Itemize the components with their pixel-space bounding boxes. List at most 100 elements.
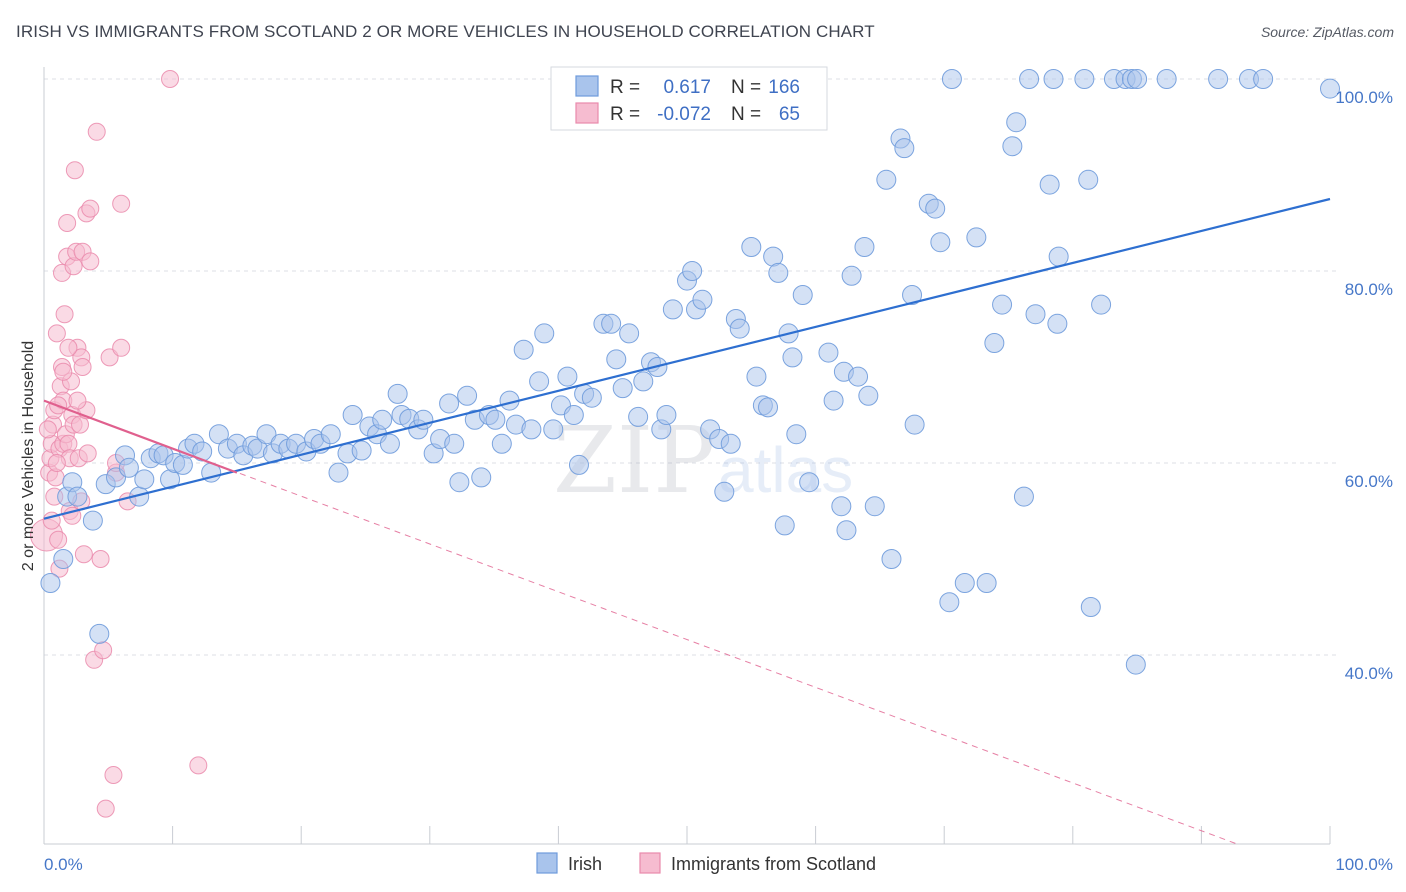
scotland-point xyxy=(54,362,73,381)
scotland-point xyxy=(112,338,131,357)
scotland-point xyxy=(55,305,74,324)
irish-point xyxy=(746,366,767,387)
legend-n-value-irish: 166 xyxy=(768,77,800,98)
irish-point xyxy=(1080,597,1101,617)
irish-point xyxy=(521,419,542,440)
scotland-point xyxy=(189,756,208,775)
irish-point xyxy=(1019,69,1040,89)
irish-point xyxy=(858,385,879,406)
trend-lines xyxy=(43,197,1331,846)
irish-point xyxy=(208,424,229,445)
irish-point xyxy=(320,424,341,445)
irish-point xyxy=(1125,654,1146,675)
scotland-point xyxy=(47,454,66,472)
irish-point xyxy=(471,467,492,488)
bottom-legend-scotland: Immigrants from Scotland xyxy=(671,854,876,874)
scotland-point xyxy=(94,641,113,660)
irish-point xyxy=(656,405,677,425)
bottom-legend-swatch-scotland xyxy=(639,852,661,874)
irish-point xyxy=(529,371,550,392)
scotland-point xyxy=(81,199,100,218)
scotland-point xyxy=(58,214,77,232)
irish-point xyxy=(328,462,349,483)
irish-point xyxy=(612,378,633,399)
irish-points xyxy=(40,69,1340,675)
irish-point xyxy=(40,573,61,593)
scotland-point xyxy=(73,358,92,376)
gridlines xyxy=(44,78,1340,656)
legend-r-value-scotland: -0.072 xyxy=(657,104,711,125)
irish-point xyxy=(992,294,1013,315)
irish-point xyxy=(792,285,813,305)
irish-point xyxy=(118,457,139,478)
scotland-trend-extension xyxy=(43,400,1241,846)
y-axis-label: 2 or more Vehicles in Household xyxy=(20,341,37,571)
irish-point xyxy=(1013,486,1034,507)
irish-point xyxy=(606,349,627,370)
scotland-point xyxy=(49,530,68,549)
irish-point xyxy=(799,472,820,493)
scotland-point xyxy=(78,444,97,463)
irish-point xyxy=(633,371,654,392)
irish-point xyxy=(444,433,465,454)
irish-point xyxy=(939,592,960,613)
scotland-point xyxy=(87,122,106,141)
scotland-point xyxy=(47,324,66,343)
irish-point xyxy=(758,397,779,418)
irish-point xyxy=(1043,69,1064,89)
y-tick-label: 100.0% xyxy=(1335,88,1393,107)
irish-point xyxy=(836,520,857,541)
y-tick-label: 80.0% xyxy=(1345,280,1393,299)
irish-point xyxy=(82,510,103,531)
irish-point xyxy=(619,323,640,344)
chart-title: IRISH VS IMMIGRANTS FROM SCOTLAND 2 OR M… xyxy=(16,22,875,41)
irish-point xyxy=(818,342,839,363)
irish-point xyxy=(714,481,735,502)
irish-point xyxy=(854,237,875,257)
irish-point xyxy=(1002,136,1023,157)
scotland-point xyxy=(91,550,110,568)
irish-point xyxy=(904,414,925,435)
scotland-point xyxy=(96,799,115,818)
irish-point xyxy=(848,366,869,387)
irish-point xyxy=(984,333,1005,353)
irish-point xyxy=(568,454,589,475)
legend-r-label-irish: R = xyxy=(610,77,640,98)
irish-point xyxy=(894,138,915,159)
irish-point xyxy=(831,496,852,517)
irish-point xyxy=(256,424,277,445)
watermark-atlas: atlas xyxy=(718,434,853,506)
irish-point xyxy=(729,318,750,339)
irish-point xyxy=(449,472,470,493)
irish-point xyxy=(841,265,862,286)
irish-point xyxy=(976,573,997,593)
irish-point xyxy=(786,424,807,445)
irish-point xyxy=(513,339,534,360)
scotland-point xyxy=(74,545,93,564)
scotland-point xyxy=(161,70,180,88)
irish-point xyxy=(682,261,703,281)
tick-labels: 40.0% 60.0% 80.0% 100.0% 0.0% 100.0% xyxy=(44,88,1393,874)
scotland-point xyxy=(38,420,57,439)
irish-point xyxy=(823,390,844,411)
irish-point xyxy=(954,573,975,593)
scotland-point xyxy=(100,348,119,367)
irish-point xyxy=(662,299,683,320)
irish-point xyxy=(491,433,512,454)
bottom-legend-swatch-irish xyxy=(536,852,558,874)
irish-trend-line xyxy=(43,197,1331,520)
irish-point xyxy=(1091,294,1112,315)
legend-n-label-irish: N = xyxy=(731,77,761,98)
irish-point xyxy=(351,440,372,461)
irish-point xyxy=(563,405,584,425)
irish-point xyxy=(372,409,393,430)
irish-point xyxy=(1320,78,1340,99)
irish-point xyxy=(881,549,902,569)
irish-point xyxy=(534,323,555,344)
scotland-point xyxy=(65,161,84,180)
x-tick-label: 100.0% xyxy=(1335,855,1393,874)
irish-point xyxy=(53,549,74,569)
irish-point xyxy=(768,262,789,283)
x-tick-label: 0.0% xyxy=(44,855,83,874)
irish-point xyxy=(89,623,110,644)
